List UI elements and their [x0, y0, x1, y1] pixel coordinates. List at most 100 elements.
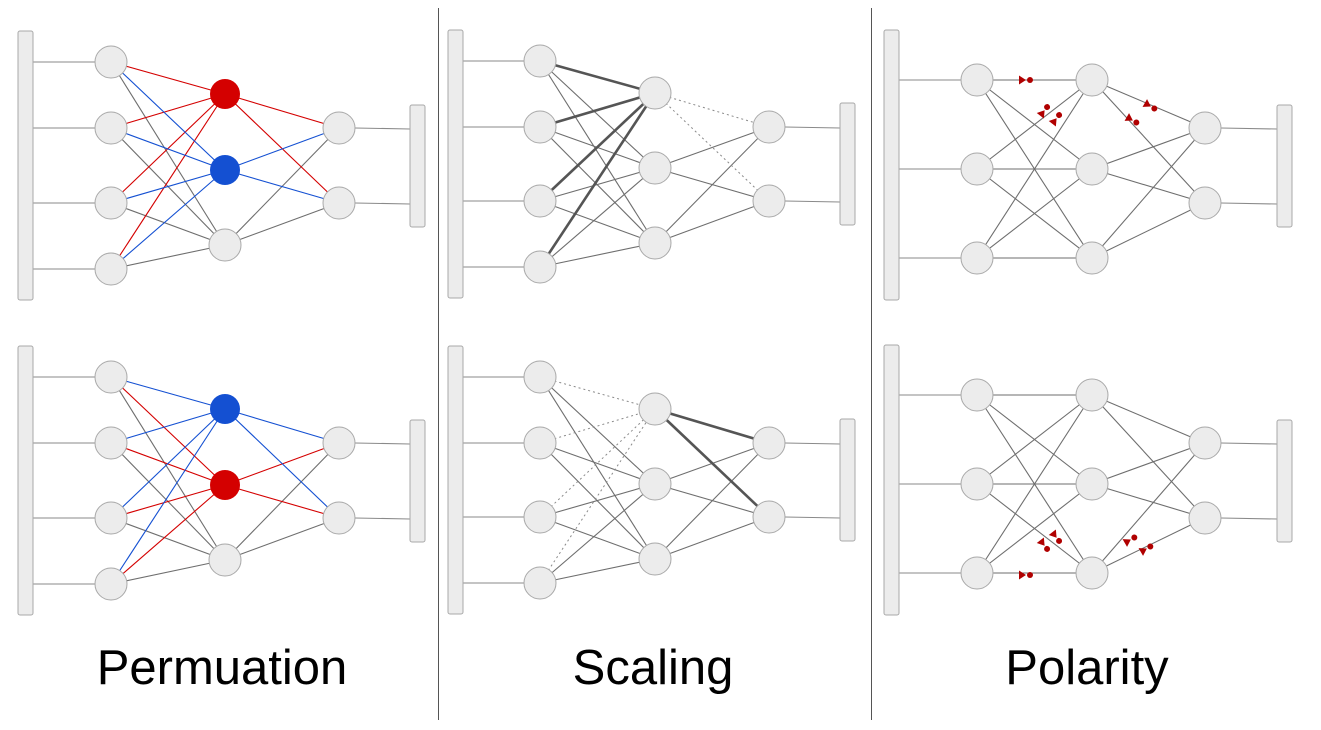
edge — [539, 91, 656, 129]
output-wire — [1220, 442, 1278, 445]
edge — [654, 126, 770, 169]
output-neuron — [752, 184, 786, 218]
edge — [110, 93, 226, 270]
arrow-dot-icon — [1124, 113, 1140, 126]
edge — [110, 559, 226, 585]
edge — [539, 558, 656, 584]
input-bar — [447, 345, 464, 615]
output-neuron — [752, 426, 786, 460]
output-neuron — [752, 500, 786, 534]
edge — [1091, 127, 1206, 170]
edge — [539, 408, 656, 584]
edge — [538, 92, 657, 268]
edge — [110, 202, 226, 246]
edge — [539, 92, 656, 202]
edge — [110, 408, 226, 444]
output-bar — [409, 104, 426, 228]
edge — [976, 79, 1093, 170]
input-neuron — [94, 360, 128, 394]
input-neuron — [523, 44, 557, 78]
output-bar — [1276, 104, 1293, 228]
output-wire — [354, 202, 411, 205]
hidden-neuron — [638, 542, 672, 576]
output-neuron — [1188, 426, 1222, 460]
edge — [654, 408, 770, 518]
edge — [539, 408, 656, 518]
edge — [1091, 79, 1206, 204]
output-bar — [839, 418, 856, 542]
input-neuron — [94, 501, 128, 535]
panel-divider-right — [871, 8, 872, 720]
edge — [110, 169, 226, 204]
edge — [539, 442, 656, 485]
edge — [1091, 202, 1206, 259]
edge — [654, 167, 770, 202]
output-wire — [1220, 202, 1278, 205]
input-neuron — [523, 250, 557, 284]
input-neuron — [523, 566, 557, 600]
input-bar — [447, 29, 464, 299]
arrow-dot-icon — [1122, 534, 1138, 547]
arrow-dot-icon — [1036, 537, 1051, 552]
edge — [1091, 127, 1206, 259]
red-hidden-neuron — [210, 79, 240, 109]
edge — [654, 92, 770, 202]
edge — [110, 61, 226, 171]
arrow-dot-icon — [1048, 112, 1063, 127]
output-wire — [784, 200, 841, 203]
label-polarity: Polarity — [1005, 641, 1169, 695]
hidden-neuron — [638, 467, 672, 501]
input-neuron — [960, 467, 994, 501]
output-neuron — [322, 186, 356, 220]
output-neuron — [752, 110, 786, 144]
blue-hidden-neuron — [210, 394, 240, 424]
input-neuron — [94, 45, 128, 79]
output-wire — [784, 442, 841, 445]
edge — [224, 408, 340, 444]
edge — [539, 376, 656, 485]
edge — [539, 167, 656, 202]
output-wire — [354, 127, 411, 130]
label-permutation: Permuation — [96, 641, 348, 695]
output-neuron — [1188, 186, 1222, 220]
input-neuron — [523, 426, 557, 460]
edge — [110, 61, 226, 95]
edge — [110, 376, 226, 486]
output-bar — [839, 102, 856, 226]
edge — [224, 202, 340, 246]
output-bar — [1276, 419, 1293, 543]
output-neuron — [322, 426, 356, 460]
arrow-dot-icon — [1036, 104, 1051, 119]
edge — [976, 394, 1093, 574]
hidden-neuron — [208, 543, 242, 577]
edge — [1091, 394, 1206, 519]
red-hidden-neuron — [210, 470, 240, 500]
edge — [976, 168, 1093, 259]
edge — [1091, 442, 1206, 485]
edge — [110, 517, 226, 561]
input-neuron — [960, 378, 994, 412]
edge — [976, 79, 1093, 259]
input-bar — [17, 345, 34, 616]
hidden-neuron — [208, 228, 242, 262]
input-neuron — [960, 63, 994, 97]
hidden-neuron — [1075, 467, 1109, 501]
input-bar — [883, 29, 900, 301]
arrow-dot-icon — [1142, 99, 1158, 112]
edge — [224, 127, 340, 171]
edge — [110, 244, 226, 270]
output-wire — [354, 442, 411, 445]
input-neuron — [960, 152, 994, 186]
hidden-neuron — [1075, 556, 1109, 590]
edge — [539, 200, 656, 244]
output-neuron — [1188, 111, 1222, 145]
label-scaling: Scaling — [572, 641, 734, 695]
edge — [539, 376, 656, 560]
edge — [539, 483, 656, 518]
hidden-neuron — [1075, 378, 1109, 412]
input-neuron — [960, 556, 994, 590]
output-neuron — [322, 111, 356, 145]
edge — [539, 516, 656, 560]
output-wire — [1220, 127, 1278, 130]
